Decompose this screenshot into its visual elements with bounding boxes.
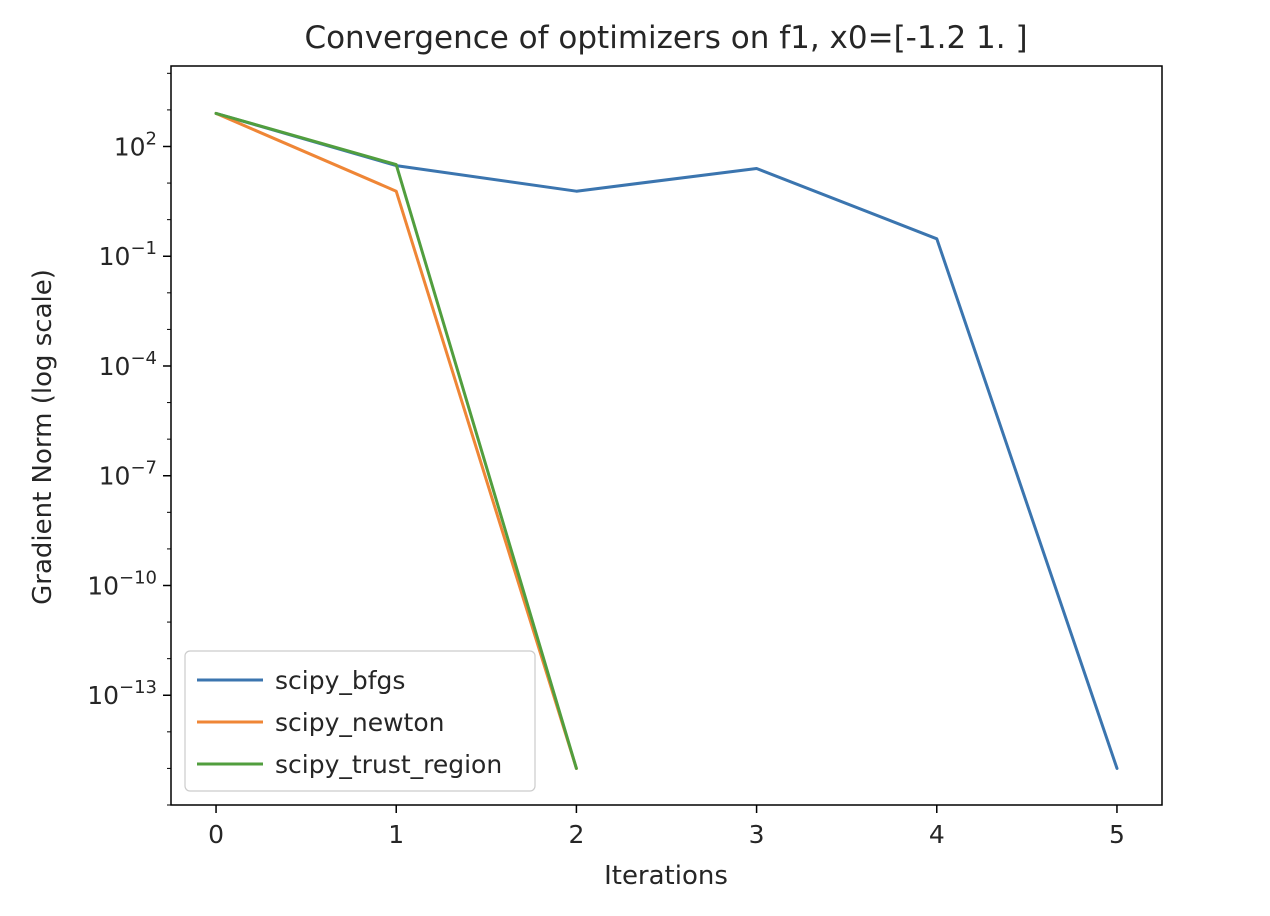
y-tick-label: 10−4 [99,348,157,381]
x-axis-label: Iterations [604,861,728,891]
x-tick-label: 3 [749,820,765,849]
y-tick-label: 10−1 [99,238,157,271]
series-layer [214,111,1119,770]
axes-frame [170,65,1163,806]
y-tick-label: 10−7 [99,458,157,491]
chart-title: Convergence of optimizers on f1, x0=[-1.… [304,20,1027,56]
x-tick-label: 5 [1109,820,1125,849]
y-axis-label: Gradient Norm (log scale) [28,269,58,605]
x-tick-label: 2 [568,820,584,849]
legend: scipy_bfgs scipy_newton scipy_trust_region [184,650,536,792]
y-tick-label: 10−10 [87,567,157,600]
y-tick-label: 102 [114,128,157,161]
series-line-scipy-trust-region [214,111,578,770]
x-tick-label: 4 [929,820,945,849]
x-ticks: 0 1 2 3 4 5 [208,805,1125,849]
legend-entry-label: scipy_bfgs [275,666,405,695]
x-tick-label: 0 [208,820,224,849]
legend-entry-label: scipy_trust_region [275,750,502,779]
legend-entry-label: scipy_newton [275,708,445,737]
x-tick-label: 1 [388,820,404,849]
series-line-scipy-newton [214,111,578,770]
y-ticks: 102 10−1 10−4 10−7 10−10 10−13 [87,72,171,806]
legend-box [184,650,536,792]
y-tick-label: 10−13 [87,677,157,710]
